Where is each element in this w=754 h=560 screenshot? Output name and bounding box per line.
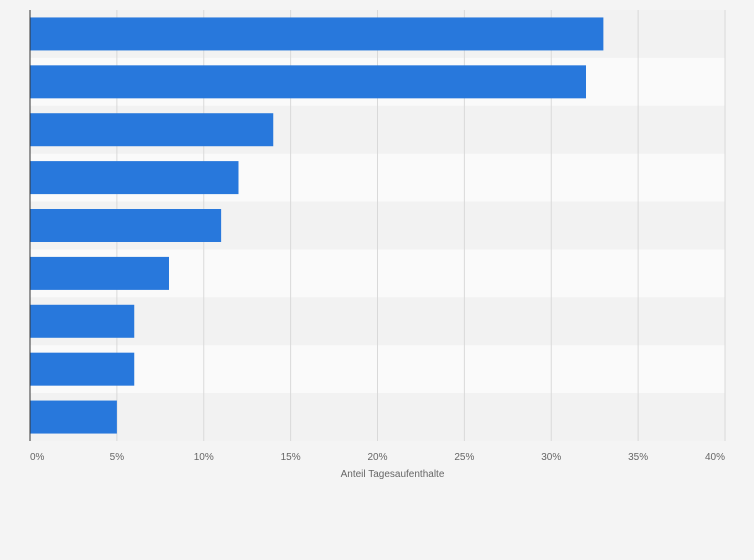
bar-6: [30, 256, 169, 290]
x-tick-label-15pct: 15%: [281, 452, 301, 463]
bar-4: [30, 161, 239, 195]
x-tick-label-20pct: 20%: [367, 452, 387, 463]
bar-1: [30, 17, 604, 51]
bar-3: [30, 113, 274, 147]
x-tick-label-30pct: 30%: [541, 452, 561, 463]
bar-7: [30, 304, 135, 338]
x-tick-label-25pct: 25%: [454, 452, 474, 463]
bar-2: [30, 65, 586, 99]
bar-8: [30, 352, 135, 386]
bar-5: [30, 209, 222, 242]
x-tick-label-35pct: 35%: [628, 452, 648, 463]
x-tick-label-0pct: 0%: [30, 452, 45, 463]
x-tick-label-40pct: 40%: [705, 452, 725, 463]
x-tick-label-5pct: 5%: [110, 452, 125, 463]
x-tick-label-10pct: 10%: [194, 452, 214, 463]
x-tick-labels: 0% 5% 10% 15% 20% 25% 30% 35% 40%: [30, 452, 725, 463]
bars: [30, 17, 604, 434]
bar-9: [30, 400, 117, 434]
x-axis-title: Anteil Tagesaufenthalte: [341, 469, 445, 480]
